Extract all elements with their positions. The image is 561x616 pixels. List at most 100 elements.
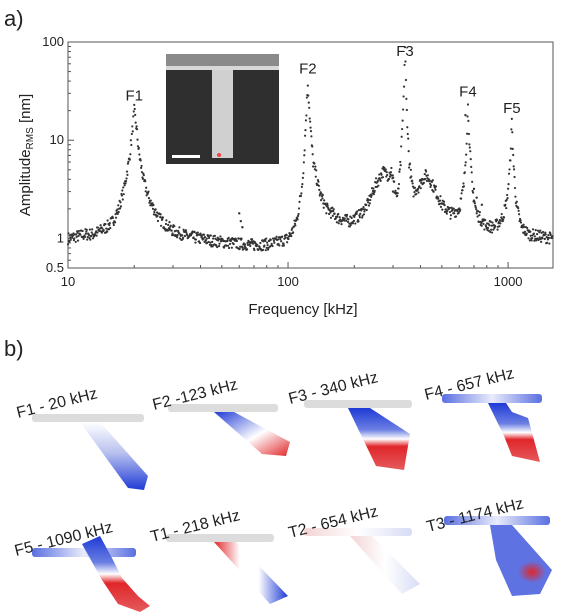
data-point	[454, 215, 458, 218]
data-point	[176, 234, 179, 237]
data-point	[154, 208, 157, 211]
data-point	[460, 197, 463, 200]
data-point	[114, 221, 117, 224]
data-point	[272, 239, 276, 242]
data-point	[139, 159, 142, 162]
data-point	[127, 160, 130, 163]
data-points	[66, 46, 554, 252]
data-point	[182, 236, 185, 239]
data-point	[308, 117, 311, 120]
data-point	[294, 224, 297, 227]
data-point	[134, 113, 137, 116]
data-point	[114, 216, 118, 219]
data-point	[525, 232, 528, 235]
outlier-point	[391, 190, 395, 193]
data-point	[444, 208, 448, 211]
data-point	[238, 247, 241, 250]
data-point	[312, 165, 315, 168]
data-point	[423, 172, 426, 176]
data-point	[527, 237, 530, 240]
data-point	[314, 175, 317, 178]
data-point	[349, 215, 352, 218]
data-point	[309, 126, 312, 129]
data-point	[183, 234, 187, 238]
data-point	[404, 60, 407, 63]
data-point	[130, 143, 133, 147]
data-point	[125, 170, 129, 173]
data-point	[164, 222, 168, 226]
data-point	[226, 239, 229, 243]
data-point	[75, 233, 78, 236]
data-point	[401, 108, 405, 111]
data-point	[478, 214, 481, 217]
data-point	[173, 225, 176, 228]
data-point	[534, 229, 537, 232]
data-point	[370, 194, 373, 197]
data-point	[354, 222, 357, 225]
inset-laser-spot	[217, 153, 221, 157]
data-point	[307, 101, 310, 104]
mode-f2-bar	[168, 404, 278, 412]
data-point	[460, 192, 463, 195]
data-point	[66, 243, 70, 246]
data-point	[96, 231, 99, 234]
data-point	[102, 229, 105, 232]
data-point	[533, 235, 536, 238]
data-point	[88, 228, 92, 231]
data-point	[471, 180, 474, 183]
data-point	[358, 214, 361, 217]
data-point	[402, 85, 406, 88]
data-point	[396, 194, 399, 197]
data-point	[411, 179, 414, 182]
data-point	[99, 224, 102, 227]
data-point	[221, 238, 224, 241]
mode-t1-bar	[166, 534, 274, 542]
data-point	[526, 226, 529, 230]
data-point	[499, 219, 502, 222]
data-point	[270, 242, 273, 245]
data-point	[79, 233, 82, 236]
data-point	[161, 216, 164, 219]
y-tick-label: 10	[50, 132, 64, 147]
data-point	[86, 238, 89, 241]
data-point	[77, 234, 80, 237]
mode-shape-f1	[32, 414, 148, 490]
data-point	[345, 213, 349, 216]
data-point	[518, 213, 521, 216]
data-point	[140, 164, 143, 168]
data-point	[265, 246, 268, 249]
data-point	[313, 162, 316, 165]
data-point	[208, 243, 212, 246]
data-point	[145, 186, 148, 189]
mode-t2-beam	[350, 536, 420, 594]
data-point	[121, 198, 124, 201]
data-point	[519, 219, 522, 222]
data-point	[457, 211, 460, 214]
data-point	[153, 210, 156, 214]
data-point	[390, 166, 393, 170]
data-point	[181, 234, 184, 237]
data-point	[391, 174, 394, 177]
data-point	[411, 182, 414, 185]
data-point	[263, 244, 266, 247]
data-point	[502, 216, 506, 219]
data-point	[467, 132, 470, 136]
data-point	[468, 146, 471, 149]
data-point	[424, 170, 428, 173]
data-point	[345, 219, 348, 222]
data-point	[406, 126, 409, 129]
data-point	[361, 216, 364, 219]
data-point	[434, 188, 437, 191]
data-point	[419, 187, 422, 190]
data-point	[506, 196, 509, 200]
data-point	[296, 216, 299, 219]
data-point	[429, 184, 433, 187]
data-point	[303, 149, 306, 152]
data-point	[545, 241, 549, 244]
data-point	[329, 211, 332, 214]
data-point	[523, 230, 527, 233]
data-point	[282, 242, 285, 245]
data-point	[470, 171, 473, 174]
data-point	[91, 237, 95, 240]
data-point	[298, 200, 301, 204]
